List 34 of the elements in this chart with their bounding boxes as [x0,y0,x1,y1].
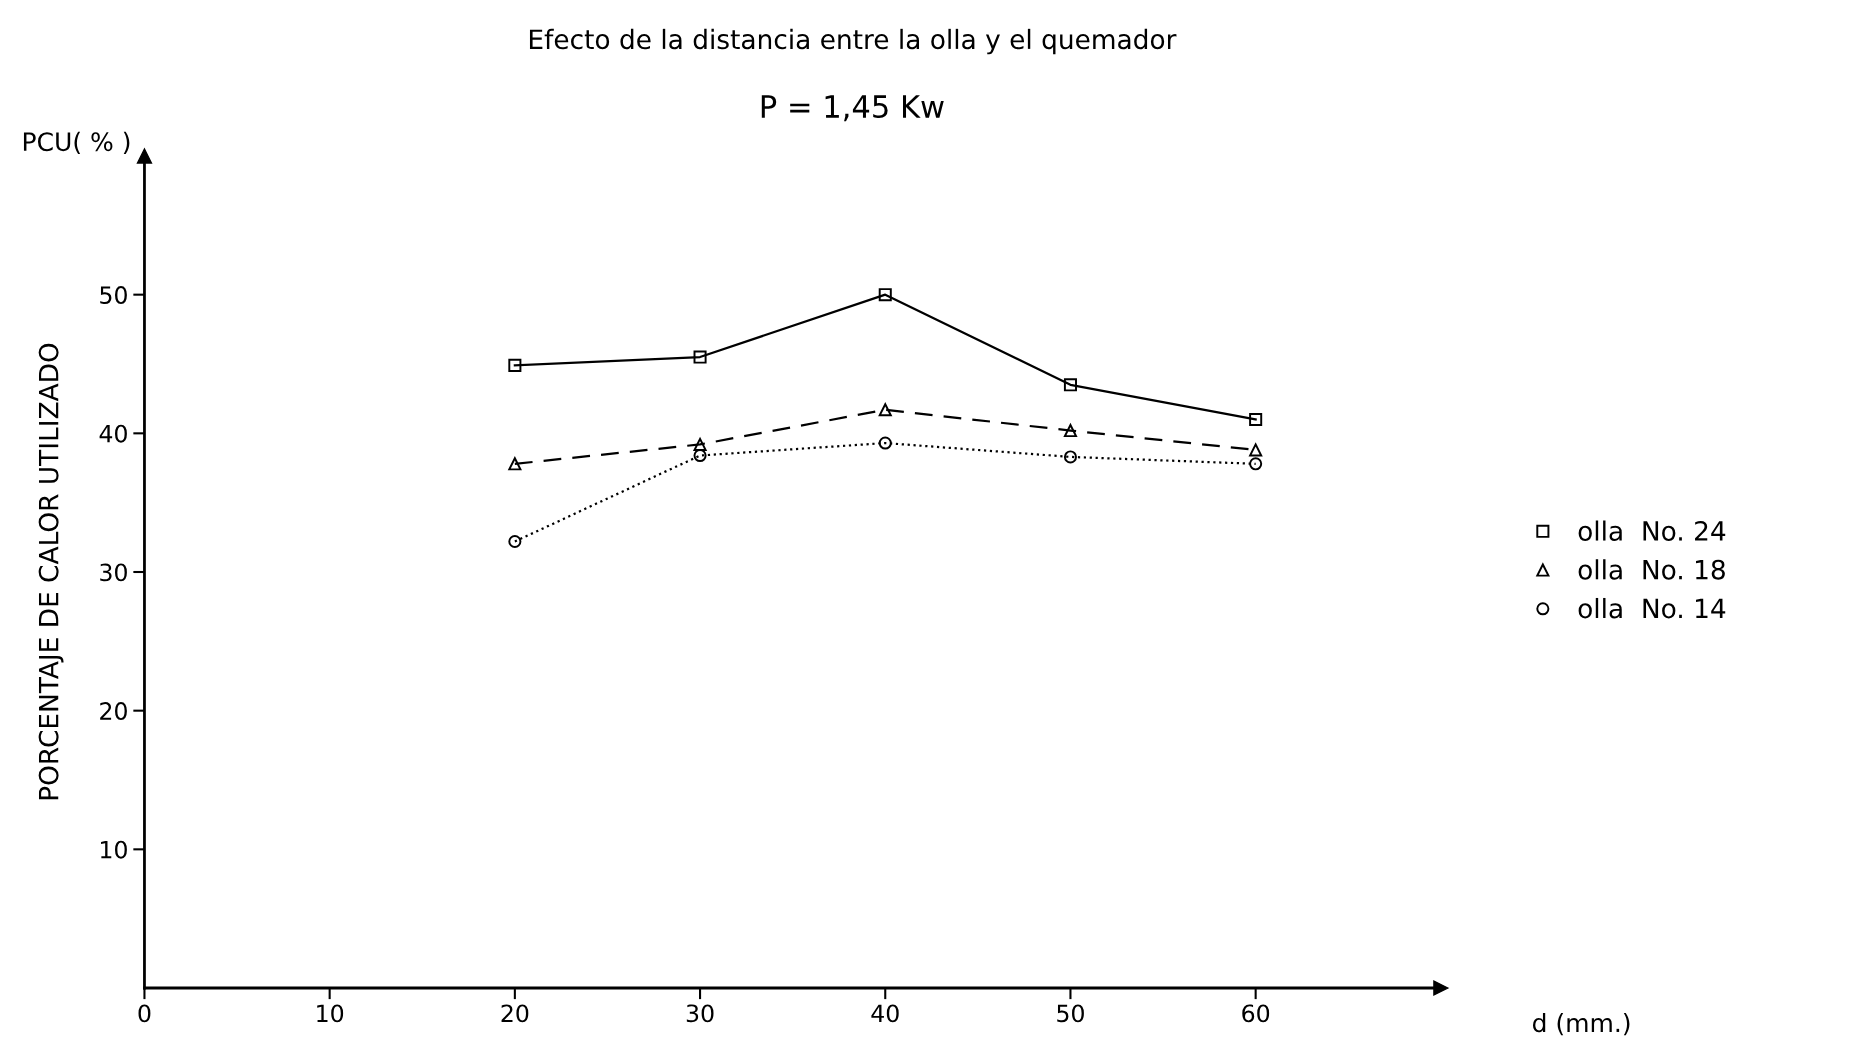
y-tick-label: 30 [100,563,127,582]
point [878,403,892,417]
legend-label: olla No. 14 [1578,597,1726,619]
x-tick-label: 10 [317,1004,344,1023]
point [1249,412,1263,426]
text: PCU( % ) [23,131,130,155]
point [1063,378,1077,392]
x-tick-label: 30 [686,1004,714,1023]
point [508,358,522,372]
x-tick-label: 20 [501,1004,529,1023]
point [878,288,892,302]
x-tick-label: 40 [871,1004,899,1023]
point [693,350,707,364]
y-tick-label: 20 [100,702,127,720]
point [508,534,522,549]
point [508,457,522,471]
chart-title: Efecto de la distancia entre la olla y el quemador [529,28,1177,55]
y-axis-title: PORCENTAJE DE CALOR UTILIZADO [38,343,64,800]
y-tick-label: 50 [100,286,127,304]
point [1063,424,1077,438]
point [693,437,707,451]
x-tick-label: 50 [1057,1004,1084,1023]
x-axis-title: d (mm.) [1532,1012,1630,1036]
point [878,436,892,450]
point [1249,457,1263,471]
y-tick-label: 40 [99,424,127,443]
x-tick-label: 60 [1242,1004,1270,1023]
point [1063,450,1077,464]
point [1249,443,1263,457]
chart-subtitle: P = 1,45 Kw [761,95,944,122]
y-tick-label: 10 [101,840,127,859]
x-tick-label: 0 [138,1004,151,1023]
legend-label: olla No. 24 [1578,520,1726,541]
legend-label: olla No. 18 [1578,559,1725,580]
